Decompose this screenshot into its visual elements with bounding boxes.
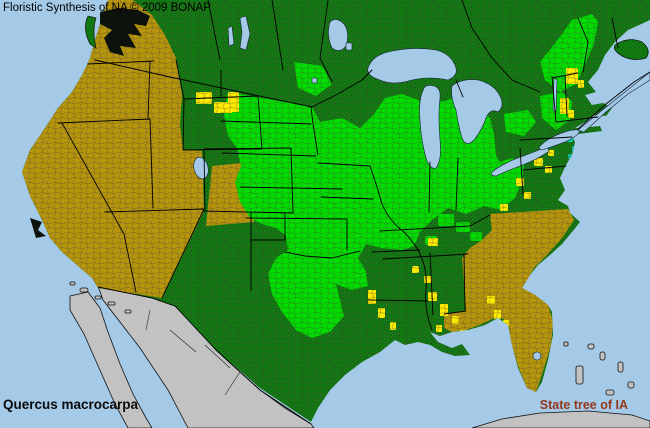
baja-peninsula <box>69 291 153 428</box>
lake-okeechobee <box>532 351 542 361</box>
nova-scotia <box>613 39 649 60</box>
region-mexico-cuba <box>69 281 650 428</box>
cuba <box>471 410 650 428</box>
state-borders <box>57 0 650 425</box>
lake-erie <box>491 147 549 177</box>
sf-bay <box>30 218 46 238</box>
lake-winnipeg <box>239 15 251 51</box>
map-title: Floristic Synthesis of NA © 2009 BONAP <box>3 2 211 14</box>
great-lakes <box>193 15 650 361</box>
lake-nipigon <box>345 42 353 51</box>
lake-michigan <box>419 85 441 169</box>
channel-islands <box>69 281 132 314</box>
coastal-dark-detail <box>30 8 150 238</box>
state-tree-note: State tree of IA <box>539 398 628 412</box>
lake-huron <box>451 79 503 144</box>
vancouver-island <box>85 15 97 49</box>
lake-superior <box>367 48 457 84</box>
lake-manitoba <box>227 25 235 47</box>
bahamas-islands <box>563 341 635 396</box>
lake-of-the-woods <box>311 77 318 84</box>
species-name: Quercus macrocarpa <box>3 397 139 412</box>
lake-ontario <box>539 129 581 151</box>
puget-sound <box>100 8 150 56</box>
